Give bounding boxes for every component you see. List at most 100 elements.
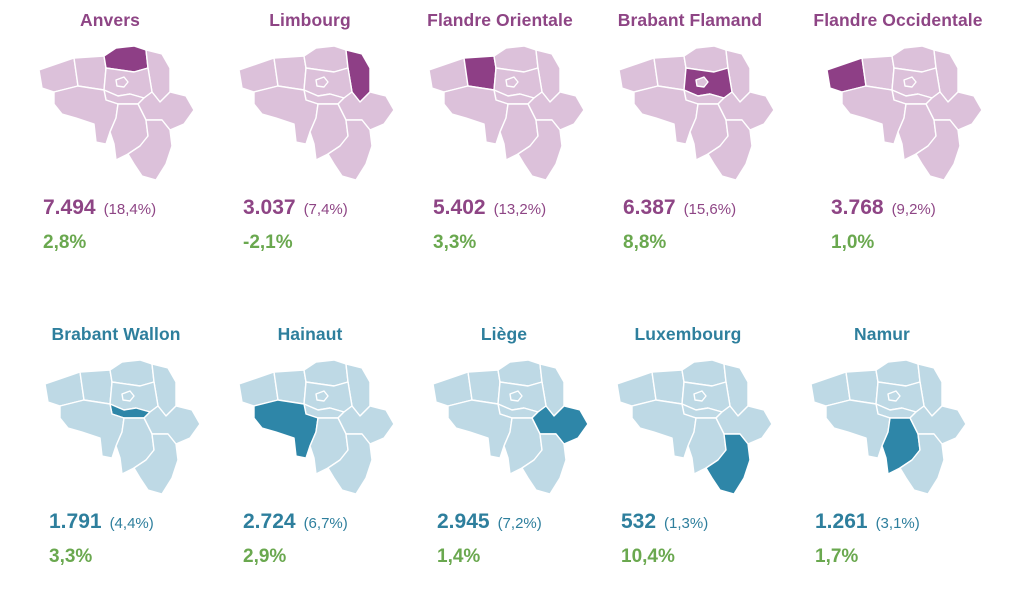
province-change: 2,8% <box>43 232 87 253</box>
province-value: 7.494 <box>43 196 96 219</box>
province-value: 2.724 <box>243 510 296 533</box>
province-shape-bruxelles <box>315 390 329 402</box>
belgium-map <box>34 40 202 190</box>
belgium-map <box>234 40 402 190</box>
province-stats: 2.724 (6,7%) <box>243 510 348 534</box>
province-shape-flandre-orientale <box>651 369 685 405</box>
province-change: 3,3% <box>433 232 477 253</box>
belgium-map <box>428 354 596 504</box>
province-shape-luxembourg <box>915 119 961 181</box>
province-value: 5.402 <box>433 196 486 219</box>
province-shape-hainaut <box>253 85 319 145</box>
province-shape-flandre-orientale <box>79 369 113 405</box>
province-shape-luxembourg <box>521 433 567 495</box>
belgium-province-map <box>38 45 195 181</box>
province-stats: 1.261 (3,1%) <box>815 510 920 534</box>
province-change: 1,0% <box>831 232 875 253</box>
province-shape-flandre-orientale <box>273 55 307 91</box>
province-shape-bruxelles <box>505 76 519 88</box>
belgium-province-map <box>432 359 589 495</box>
province-shape-hainaut <box>53 85 119 145</box>
belgium-province-map <box>618 45 775 181</box>
province-panel-luxembourg: Luxembourg 532 (1,3%) 10,4% <box>586 314 790 589</box>
province-shape-hainaut <box>59 399 125 459</box>
province-panel-limbourg: Limbourg 3.037 (7,4%) -2,1% <box>208 0 412 275</box>
province-shape-bruxelles <box>903 76 917 88</box>
province-name: Hainaut <box>277 324 343 344</box>
province-shape-hainaut <box>447 399 513 459</box>
province-change: 10,4% <box>621 546 675 567</box>
province-shape-flandre-orientale <box>861 55 895 91</box>
province-share: (18,4%) <box>103 201 157 218</box>
province-shape-hainaut <box>253 399 319 459</box>
province-shape-flandre-orientale <box>653 55 687 91</box>
province-change: -2,1% <box>243 232 293 253</box>
province-shape-luxembourg <box>517 119 563 181</box>
province-shape-luxembourg <box>327 119 373 181</box>
province-share: (7,2%) <box>497 515 542 532</box>
province-shape-bruxelles <box>115 76 129 88</box>
province-share: (9,2%) <box>891 201 936 218</box>
province-shape-bruxelles <box>509 390 523 402</box>
province-share: (15,6%) <box>683 201 737 218</box>
province-value: 1.791 <box>49 510 102 533</box>
province-shape-hainaut <box>841 85 907 145</box>
province-shape-flandre-orientale <box>273 369 307 405</box>
province-shape-bruxelles <box>315 76 329 88</box>
province-panel-flandre-orientale: Flandre Orientale 5.402 (13,2%) 3,3% <box>398 0 602 275</box>
province-shape-bruxelles <box>695 76 709 88</box>
belgium-province-map <box>238 45 395 181</box>
belgium-map <box>806 354 974 504</box>
province-share: (6,7%) <box>303 515 348 532</box>
province-name: Luxembourg <box>634 324 742 344</box>
belgium-map <box>424 40 592 190</box>
province-value: 2.945 <box>437 510 490 533</box>
province-shape-flandre-orientale <box>845 369 879 405</box>
province-panel-brabant-wallon: Brabant Wallon 1.791 (4,4%) 3,3% <box>14 314 218 589</box>
province-shape-luxembourg <box>705 433 751 495</box>
province-shape-bruxelles <box>121 390 135 402</box>
province-change: 1,4% <box>437 546 481 567</box>
belgium-map <box>822 40 990 190</box>
province-shape-hainaut <box>631 399 697 459</box>
province-shape-hainaut <box>825 399 891 459</box>
belgium-province-map <box>238 359 395 495</box>
province-name: Limbourg <box>269 10 351 30</box>
province-panel-namur: Namur 1.261 (3,1%) 1,7% <box>780 314 984 589</box>
belgium-province-map <box>428 45 585 181</box>
province-stats: 7.494 (18,4%) <box>43 196 156 220</box>
province-share: (13,2%) <box>493 201 547 218</box>
belgium-province-map <box>826 45 983 181</box>
province-stats: 6.387 (15,6%) <box>623 196 736 220</box>
province-name: Brabant Flamand <box>617 10 763 30</box>
province-name: Brabant Wallon <box>51 324 181 344</box>
province-stats: 5.402 (13,2%) <box>433 196 546 220</box>
province-shape-flandre-orientale <box>463 55 497 91</box>
belgium-province-map <box>44 359 201 495</box>
province-share: (7,4%) <box>303 201 348 218</box>
province-stats: 2.945 (7,2%) <box>437 510 542 534</box>
province-shape-luxembourg <box>327 433 373 495</box>
belgium-map <box>40 354 208 504</box>
province-shape-luxembourg <box>127 119 173 181</box>
province-share: (4,4%) <box>109 515 154 532</box>
belgium-map <box>614 40 782 190</box>
province-name: Namur <box>854 324 910 344</box>
province-shape-bruxelles <box>693 390 707 402</box>
province-value: 1.261 <box>815 510 868 533</box>
province-name: Flandre Orientale <box>427 10 573 30</box>
province-value: 6.387 <box>623 196 676 219</box>
province-value: 3.037 <box>243 196 296 219</box>
province-share: (1,3%) <box>664 515 709 532</box>
province-shape-luxembourg <box>133 433 179 495</box>
province-change: 2,9% <box>243 546 287 567</box>
province-panel-brabant-flamand: Brabant Flamand 6.387 (15,6%) 8,8% <box>588 0 792 275</box>
province-shape-bruxelles <box>887 390 901 402</box>
province-value: 532 <box>621 510 657 533</box>
province-share: (3,1%) <box>875 515 920 532</box>
belgium-map <box>612 354 780 504</box>
province-value: 3.768 <box>831 196 884 219</box>
belgium-province-map <box>616 359 773 495</box>
province-change: 8,8% <box>623 232 667 253</box>
province-shape-hainaut <box>443 85 509 145</box>
